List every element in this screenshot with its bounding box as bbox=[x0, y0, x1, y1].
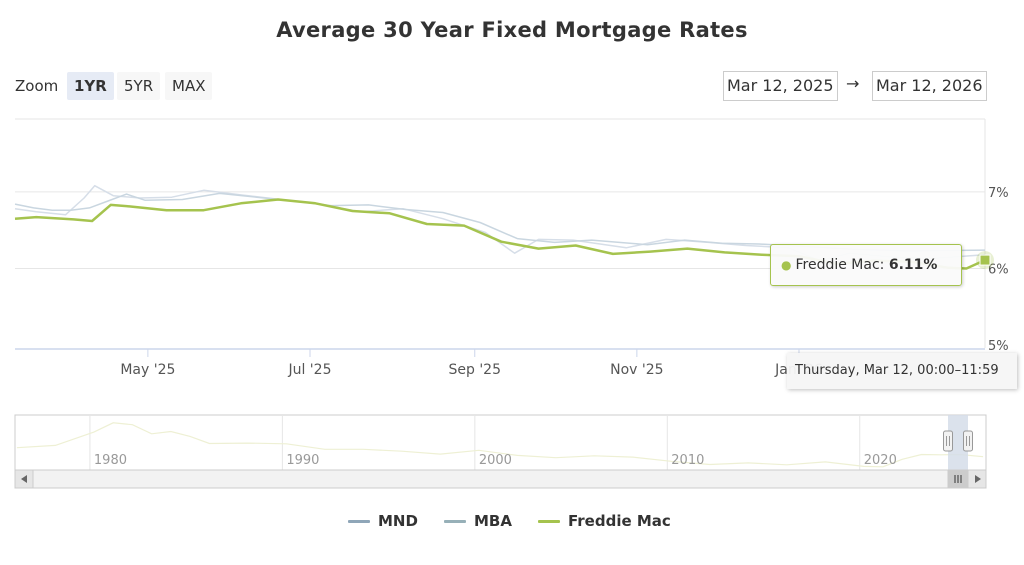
legend-item-freddie-mac[interactable]: Freddie Mac bbox=[538, 511, 671, 531]
navigator-year-label: 1990 bbox=[286, 453, 319, 468]
y-tick-label: 6% bbox=[988, 263, 1009, 278]
legend-swatch-freddie-mac bbox=[538, 520, 560, 523]
legend-label-freddie-mac: Freddie Mac bbox=[568, 512, 671, 530]
y-tick-label: 7% bbox=[988, 186, 1009, 201]
range-to-input[interactable]: Mar 12, 2026 bbox=[872, 71, 987, 101]
scroll-left-icon bbox=[21, 475, 27, 483]
zoom-label: Zoom bbox=[15, 77, 59, 95]
navigator-year-labels: 1980 1990 2000 2010 2020 bbox=[94, 453, 897, 468]
chart-title: Average 30 Year Fixed Mortgage Rates bbox=[276, 18, 748, 42]
series-line-mba bbox=[14, 192, 986, 252]
series-tooltip: ● Freddie Mac: 6.11% bbox=[770, 244, 962, 286]
hover-point bbox=[979, 254, 991, 266]
navigator-left-handle[interactable] bbox=[943, 430, 953, 452]
legend-label-mnd: MND bbox=[378, 512, 418, 530]
legend-item-mnd[interactable]: MND bbox=[348, 511, 418, 531]
scrollbar-track[interactable] bbox=[14, 469, 987, 489]
zoom-1yr-button[interactable]: 1YR bbox=[67, 72, 114, 100]
y-tick-label: 5% bbox=[988, 339, 1009, 354]
range-from-input[interactable]: Mar 12, 2025 bbox=[723, 71, 838, 101]
tooltip-value: 6.11% bbox=[888, 257, 938, 273]
navigator-year-label: 2010 bbox=[671, 453, 704, 468]
navigator-selection[interactable] bbox=[948, 415, 968, 470]
range-arrow-icon: → bbox=[846, 74, 860, 93]
date-tooltip: Thursday, Mar 12, 00:00–11:59 bbox=[787, 353, 1017, 389]
navigator-year-label: 1980 bbox=[94, 453, 127, 468]
zoom-max-button[interactable]: MAX bbox=[165, 72, 213, 100]
navigator-series-line bbox=[16, 422, 984, 468]
legend-item-mba[interactable]: MBA bbox=[444, 511, 512, 531]
navigator-right-handle[interactable] bbox=[963, 430, 973, 452]
navigator-year-label: 2000 bbox=[479, 453, 512, 468]
zoom-5yr-button[interactable]: 5YR bbox=[117, 72, 161, 100]
navigator-year-label: 2020 bbox=[864, 453, 897, 468]
tooltip-series-name: Freddie Mac bbox=[795, 257, 880, 273]
x-tick-label: Jul '25 bbox=[287, 362, 331, 378]
x-tick-label: Nov '25 bbox=[610, 362, 663, 378]
navigator-frame bbox=[14, 414, 987, 471]
hover-marker bbox=[976, 251, 994, 270]
tooltip-dot-icon: ● bbox=[781, 258, 792, 272]
legend-label-mba: MBA bbox=[474, 512, 512, 530]
legend-swatch-mnd bbox=[348, 520, 370, 523]
x-tick-label: Sep '25 bbox=[449, 362, 502, 378]
scroll-right-icon bbox=[975, 475, 981, 483]
x-tick-label: May '25 bbox=[120, 362, 175, 378]
legend-swatch-mba bbox=[444, 520, 466, 523]
y-axis-labels: 7% 6% 5% bbox=[988, 186, 1009, 354]
